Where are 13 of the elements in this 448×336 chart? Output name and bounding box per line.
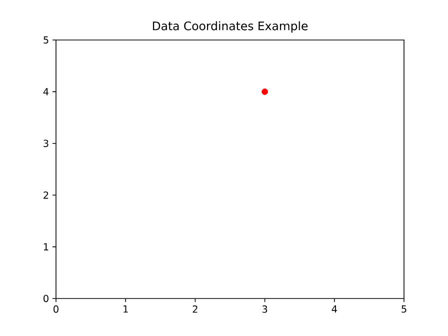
x-tick-label: 5 [402, 305, 406, 313]
x-tick-label: 0 [54, 305, 58, 313]
y-tick-label: 3 [44, 140, 48, 148]
x-tick-label: 4 [332, 305, 337, 313]
y-tick-label: 1 [44, 243, 48, 250]
x-tick-label: 2 [192, 305, 198, 313]
y-tick-label: 2 [44, 191, 48, 199]
chart-title: Data Coordinates Example [152, 21, 308, 33]
x-tick-label: 1 [124, 305, 128, 313]
y-tick-label: 5 [44, 36, 48, 44]
y-tick-label: 4 [43, 88, 49, 96]
y-tick-label: 0 [44, 294, 48, 302]
x-tick-label: 3 [262, 305, 268, 313]
